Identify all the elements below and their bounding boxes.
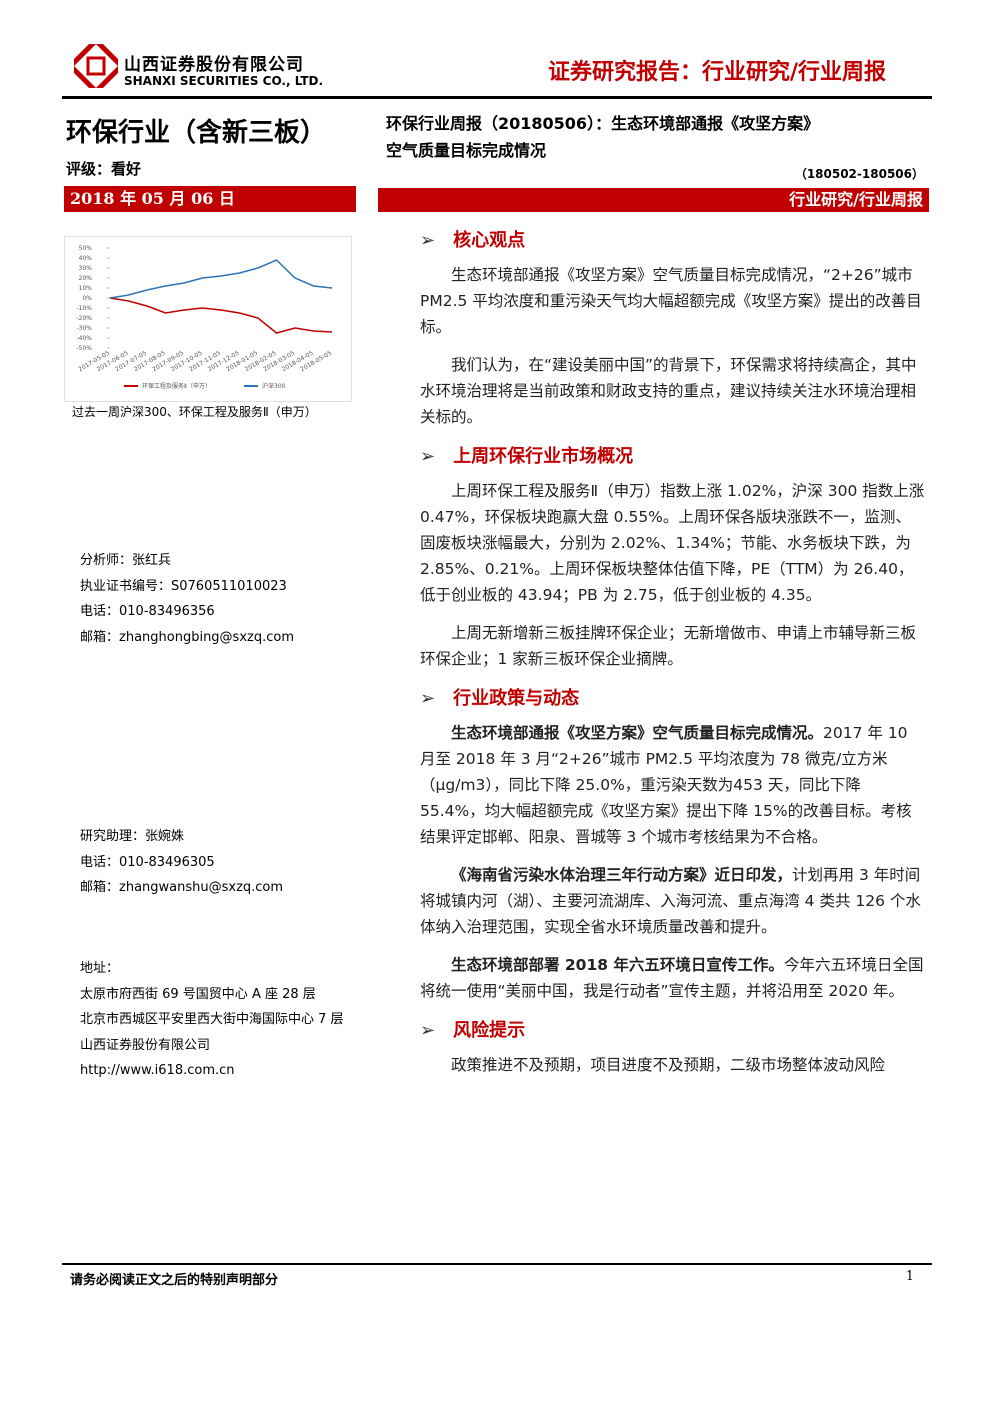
logo xyxy=(74,44,118,88)
address-line: 太原市府西街 69 号国贸中心 A 座 28 层 xyxy=(80,986,316,1002)
address-line: http://www.i618.com.cn xyxy=(80,1063,235,1078)
paragraph-lead: 生态环境部通报《攻坚方案》空气质量目标完成情况。 xyxy=(451,724,824,742)
disclaimer: 请务必阅读正文之后的特别声明部分 xyxy=(70,1273,279,1288)
period: （180502-180506） xyxy=(794,167,924,181)
y-tick-label: -20% xyxy=(76,315,92,322)
paragraph-text: 今年六五环境日全国将统一使用“美丽中国，我是行动者”宣传主题，并将沿用至 202… xyxy=(420,956,924,1000)
chart: 50%40%30%20%10%0%-10%-20%-30%-40%-50%201… xyxy=(64,236,352,402)
section-heading: 核心观点 xyxy=(420,226,926,256)
y-tick-label: 0% xyxy=(82,295,92,302)
date-bar: 2018 年 05 月 06 日 xyxy=(64,186,356,212)
analyst: 分析师：张红兵执业证书编号：S0760511010023 电话：010-83496… xyxy=(80,548,294,650)
address-line: 山西证券股份有限公司 xyxy=(80,1037,211,1053)
company-en: SHANXI SECURITIES CO., LTD. xyxy=(124,74,324,88)
report-type: 证券研究报告：行业研究/行业周报 xyxy=(547,60,886,85)
category-bar: 行业研究/行业周报 xyxy=(378,188,929,212)
paragraph-text: 生态环境部通报《攻坚方案》空气质量目标完成情况，“2+26”城市 PM2.5 平… xyxy=(420,266,922,336)
paragraph-text: 政策推进不及预期，项目进度不及预期，二级市场整体波动风险 xyxy=(451,1056,886,1074)
title-line: 空气质量目标完成情况 xyxy=(386,141,547,160)
y-tick-label: 10% xyxy=(79,285,93,292)
paragraph-lead: 《海南省污染水体治理三年行动方案》近日印发， xyxy=(451,866,793,884)
analyst-line: 邮箱：zhanghongbing@sxzq.com xyxy=(80,629,294,645)
y-tick-label: -30% xyxy=(76,325,92,332)
paragraph: 生态环境部通报《攻坚方案》空气质量目标完成情况。2017 年 10 月至 201… xyxy=(420,720,926,850)
title-line: 环保行业周报（20180506）：生态环境部通报《攻坚方案》 xyxy=(386,114,820,133)
paragraph: 上周环保工程及服务Ⅱ（申万）指数上涨 1.02%，沪深 300 指数上涨 0.4… xyxy=(420,478,926,608)
series-line xyxy=(109,259,333,299)
paragraph-text: 上周无新增新三板挂牌环保企业；无新增做市、申请上市辅导新三板环保企业；1 家新三… xyxy=(420,624,917,668)
section-heading: 上周环保行业市场概况 xyxy=(420,442,926,472)
y-tick-label: 50% xyxy=(79,245,93,252)
y-tick-label: 30% xyxy=(79,265,93,272)
address-line: 地址： xyxy=(80,961,120,976)
rating: 评级：看好 xyxy=(66,160,142,178)
paragraph-text: 2017 年 10 月至 2018 年 3 月“2+26”城市 PM2.5 平均… xyxy=(420,724,912,846)
series-line xyxy=(109,297,333,334)
y-tick-label: -50% xyxy=(76,345,92,352)
paragraph-lead: 生态环境部部署 2018 年六五环境日宣传工作。 xyxy=(451,956,784,974)
paragraph-text: 我们认为，在“建设美丽中国”的背景下，环保需求将持续高企，其中水环境治理将是当前… xyxy=(420,356,917,426)
analyst-line: 电话：010-83496356 xyxy=(80,604,215,619)
paragraph: 生态环境部部署 2018 年六五环境日宣传工作。今年六五环境日全国将统一使用“美… xyxy=(420,952,926,1004)
analyst-line: 执业证书编号：S0760511010023 xyxy=(80,578,287,594)
y-tick-label: -40% xyxy=(76,335,92,342)
assistant-line: 邮箱：zhangwanshu@sxzq.com xyxy=(80,880,284,895)
title: 环保行业周报（20180506）：生态环境部通报《攻坚方案》 空气质量目标完成情… xyxy=(386,110,926,164)
rule xyxy=(62,96,932,99)
page-number: 1 xyxy=(905,1269,914,1284)
legend-label: 环保工程及服务Ⅱ（申万） xyxy=(142,382,211,390)
y-tick-label: 40% xyxy=(79,255,93,262)
y-tick-label: 20% xyxy=(79,275,93,282)
paragraph: 我们认为，在“建设美丽中国”的背景下，环保需求将持续高企，其中水环境治理将是当前… xyxy=(420,352,926,430)
paragraph: 生态环境部通报《攻坚方案》空气质量目标完成情况，“2+26”城市 PM2.5 平… xyxy=(420,262,926,340)
assistant: 研究助理：张婉姝电话：010-83496305 邮箱：zhangwanshu@sx… xyxy=(80,824,283,901)
legend-label: 沪深300 xyxy=(262,382,286,390)
company-cn: 山西证券股份有限公司 xyxy=(124,55,304,75)
analyst-line: 分析师：张红兵 xyxy=(80,553,172,568)
y-tick-label: -10% xyxy=(76,305,92,312)
chart-caption: 过去一周沪深300、环保工程及服务Ⅱ（申万） xyxy=(72,405,317,419)
address: 地址： 太原市府西街 69 号国贸中心 A 座 28 层北京市西城区平安里西大街中… xyxy=(80,956,345,1084)
address-line: 北京市西城区平安里西大街中海国际中心 7 层 xyxy=(80,1012,344,1027)
assistant-line: 研究助理：张婉姝 xyxy=(80,829,185,844)
footer-rule xyxy=(62,1263,932,1265)
assistant-line: 电话：010-83496305 xyxy=(80,854,215,870)
paragraph: 政策推进不及预期，项目进度不及预期，二级市场整体波动风险 xyxy=(420,1052,926,1078)
paragraph-text: 计划再用 3 年时间将城镇内河（湖）、主要河流湖库、入海河流、重点海湾 4 类共… xyxy=(420,866,921,936)
industry: 环保行业（含新三板） xyxy=(66,118,327,148)
section-heading: 行业政策与动态 xyxy=(420,684,926,714)
paragraph-text: 上周环保工程及服务Ⅱ（申万）指数上涨 1.02%，沪深 300 指数上涨 0.4… xyxy=(420,482,925,604)
paragraph: 《海南省污染水体治理三年行动方案》近日印发，计划再用 3 年时间将城镇内河（湖）… xyxy=(420,862,926,940)
section-heading: 风险提示 xyxy=(420,1016,926,1046)
chart-frame xyxy=(64,236,352,402)
paragraph: 上周无新增新三板挂牌环保企业；无新增做市、申请上市辅导新三板环保企业；1 家新三… xyxy=(420,620,926,672)
